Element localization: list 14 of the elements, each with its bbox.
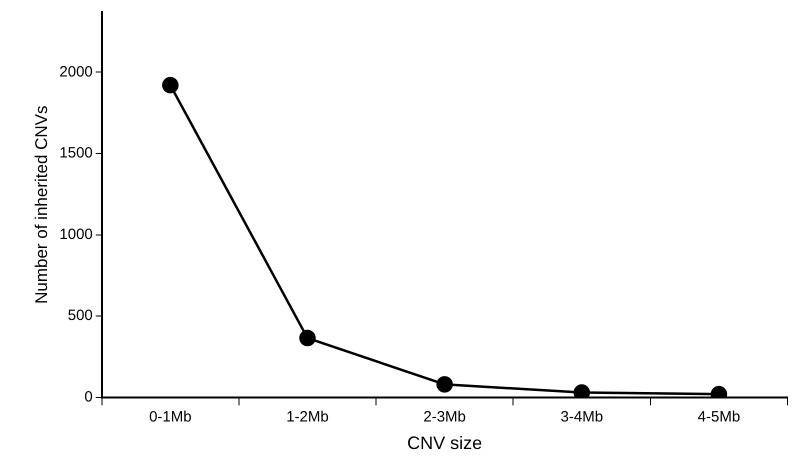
point <box>299 330 316 346</box>
y-tick-label: 2000 <box>59 63 93 80</box>
x-tick-label: 1-2Mb <box>286 408 329 426</box>
y-tick-label: 500 <box>68 307 93 324</box>
x-tick-label: 4-5Mb <box>698 408 740 426</box>
point <box>162 76 179 94</box>
y-tick-label: 0 <box>84 388 93 406</box>
x-tick-label: 0-1Mb <box>149 408 192 426</box>
x-tick-label: 2-3Mb <box>423 408 466 426</box>
x-axis-title: CNV size <box>407 433 482 454</box>
y-axis-title: Number of inherited CNVs <box>32 105 51 304</box>
x-tick-label: 3-4Mb <box>560 408 604 426</box>
y-tick-label: 1500 <box>59 144 93 162</box>
y-tick-label: 1000 <box>59 226 93 243</box>
